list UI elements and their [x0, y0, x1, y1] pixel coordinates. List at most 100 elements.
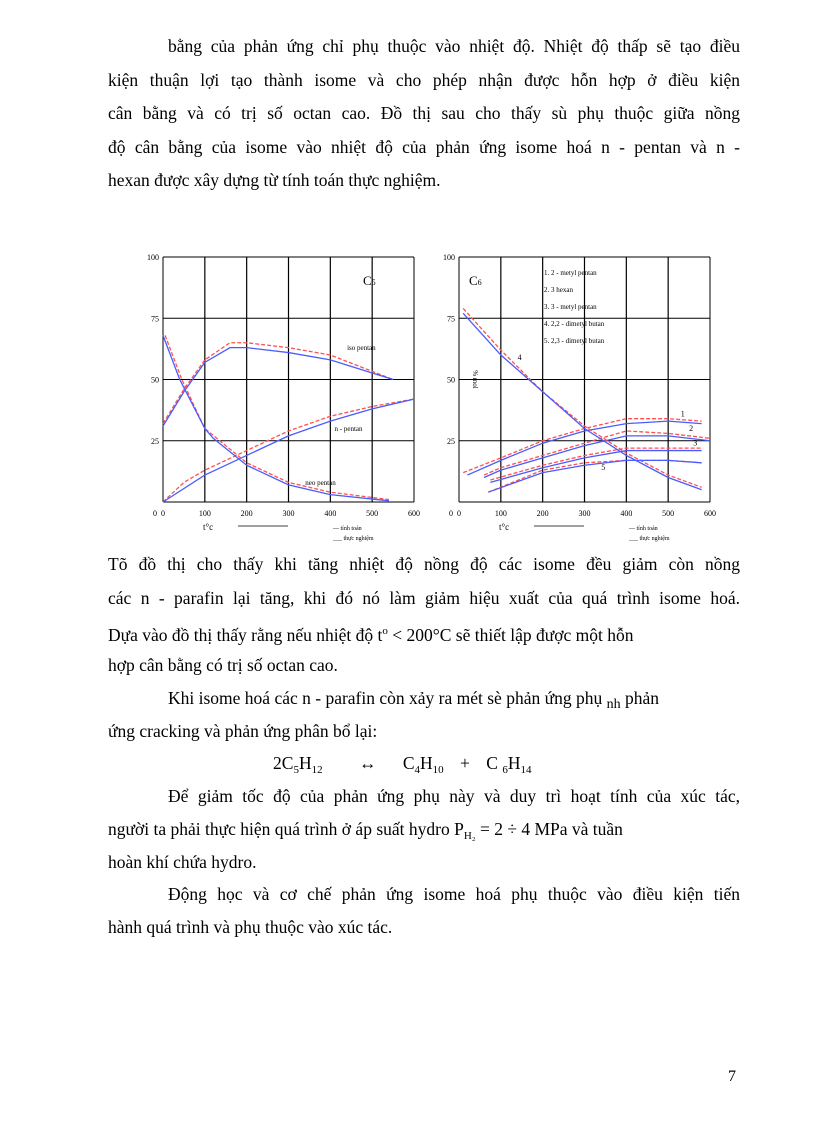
formula-part: C: [486, 753, 503, 773]
chemical-equation: 2C5H12 ↔ C4H10 + C 6H14: [273, 752, 816, 781]
chart-c5: 0 100 200 300 400 500 600 25 50 75 100 0 C5 t°c --- tí…: [147, 253, 420, 542]
text-line: hexan được xây dựng từ tính toán thực ng…: [108, 170, 441, 190]
formula-part: H: [298, 753, 312, 773]
series-experimental-line: [162, 347, 394, 427]
text-line: độ cân bằng của isome vào nhiệt độ của p…: [108, 137, 740, 157]
text-line: hành quá trình và phụ thuộc vào xúc tác.: [108, 917, 393, 937]
series-label: 2: [689, 424, 693, 433]
series-experimental-line: [483, 435, 711, 479]
subscript: nh: [606, 697, 621, 712]
x-tick-label: 0: [161, 509, 165, 518]
formula-plus: +: [460, 753, 470, 773]
x-tick-label: 600: [704, 509, 716, 518]
x-tick-label: 100: [495, 509, 507, 518]
y-tick-label: 100: [443, 253, 455, 262]
text-line: Để giảm tốc độ của phản ứng phụ này và d…: [168, 786, 740, 806]
formula-sub: 14: [520, 764, 532, 776]
text-line: Tõ đồ thị cho thấy khi tăng nhiệt độ nồn…: [108, 554, 740, 574]
formula-arrow: ↔: [358, 753, 377, 773]
series-label: 1: [681, 409, 685, 418]
legend-experimental: ___ thực nghiệm: [332, 536, 374, 542]
legend-entry: 2. 3 hexan: [544, 286, 573, 294]
y-tick-label: 25: [151, 437, 159, 446]
x-tick-label: 0: [457, 509, 461, 518]
x-tick-label: 200: [241, 509, 253, 518]
formula-sub: 10: [432, 764, 444, 776]
x-axis-label: t°c: [203, 522, 213, 532]
text-line: hoàn khí chứa hydro.: [108, 852, 257, 872]
y-tick-label: 50: [447, 376, 455, 385]
legend-experimental: ___ thực nghiệm: [628, 536, 670, 542]
legend-entry: 3. 3 - metyl pentan: [544, 303, 597, 311]
series-label: n - pentan: [335, 425, 363, 433]
text-line: kiện thuận lợi tạo thành isome và cho ph…: [108, 70, 740, 90]
formula-part: H: [420, 753, 433, 773]
legend-entry: 4. 2,2 - dimetyl butan: [544, 320, 605, 328]
formula-part: H: [507, 753, 521, 773]
series-experimental-line: [490, 449, 702, 484]
text: phản: [620, 688, 659, 708]
series-experimental-line: [467, 420, 702, 476]
formula-sub: 6: [502, 764, 508, 776]
text: = 2 ÷ 4 MPa và tuần: [475, 819, 623, 839]
text: Dựa vào đồ thị thấy rằng nếu nhiệt độ t: [108, 624, 383, 645]
y-tick-label: 50: [151, 376, 159, 385]
x-tick-label: 100: [199, 509, 211, 518]
x-tick-label: 400: [620, 509, 632, 518]
series-experimental-line: [162, 335, 389, 502]
series-experimental-line: [462, 312, 702, 491]
formula-sub: 12: [311, 764, 323, 776]
text: người ta phải thực hiện quá trình ở áp s…: [108, 819, 464, 839]
x-tick-label: 500: [366, 509, 378, 518]
series-calculated-line: [162, 342, 394, 424]
x-tick-label: 300: [579, 509, 591, 518]
superscript: o: [382, 625, 388, 637]
x-tick-label: 200: [537, 509, 549, 518]
legend-entry: 1. 2 - metyl pentan: [544, 269, 597, 277]
legend-entry: 5. 2,3 - dimetyl butan: [544, 337, 605, 345]
text-line: ứng cracking và phản ứng phân bổ lại:: [108, 721, 378, 741]
series-calculated-line: [162, 398, 415, 503]
text-line: cân bằng và có trị số octan cao. Đồ thị …: [108, 103, 740, 123]
series-experimental-line: [162, 398, 415, 503]
text-line: Khi isome hoá các n - parafin còn xảy ra…: [168, 687, 740, 716]
page-number: 7: [728, 1068, 736, 1085]
series-label: 3: [693, 439, 697, 448]
x-axis-label: t°c: [499, 522, 509, 532]
subscript: H₂: [463, 830, 476, 842]
formula-sub: 5: [293, 764, 299, 776]
x-tick-label: 300: [283, 509, 295, 518]
y-tick-label: 75: [447, 314, 455, 323]
text-line: hợp cân bằng có trị số octan cao.: [108, 655, 338, 675]
x-tick-label: 600: [408, 509, 420, 518]
formula-sub: 4: [414, 764, 421, 776]
chart-label: C5: [363, 273, 376, 288]
formula-part: C: [402, 753, 415, 773]
x-tick-label: 400: [324, 509, 336, 518]
series-calculated-line: [483, 430, 711, 476]
series-calculated-line: [488, 459, 702, 493]
text-line: người ta phải thực hiện quá trình ở áp s…: [108, 818, 740, 847]
text: Khi isome hoá các n - parafin còn xảy ra…: [168, 688, 603, 708]
text-line: bằng của phản ứng chỉ phụ thuộc vào nhiệ…: [168, 36, 740, 56]
series-experimental-line: [488, 459, 702, 493]
series-calculated-line: [490, 447, 702, 481]
chart-label: C6: [469, 273, 482, 288]
series-label: neo pentan: [305, 479, 336, 487]
text-line: các n - parafin lại tăng, khi đó nó làm …: [108, 588, 740, 608]
legend-calculated: --- tính toán: [629, 526, 658, 532]
text-line: Dựa vào đồ thị thấy rằng nếu nhiệt độ to…: [108, 620, 740, 646]
series-label: 4: [518, 353, 522, 362]
legend-calculated: --- tính toán: [333, 526, 362, 532]
y-tick-label: 100: [147, 253, 159, 262]
x-tick-label: 500: [662, 509, 674, 518]
y-tick-label: 75: [151, 314, 159, 323]
x-tick-label: 0: [153, 509, 157, 518]
text-line: Động học và cơ chế phản ứng isome hoá ph…: [168, 884, 740, 904]
y-tick-label: 25: [447, 437, 455, 446]
y-axis-label: % mol: [471, 370, 479, 389]
series-label: iso pentan: [347, 344, 376, 352]
text: < 200°C sẽ thiết lập được một hỗn: [387, 624, 634, 645]
